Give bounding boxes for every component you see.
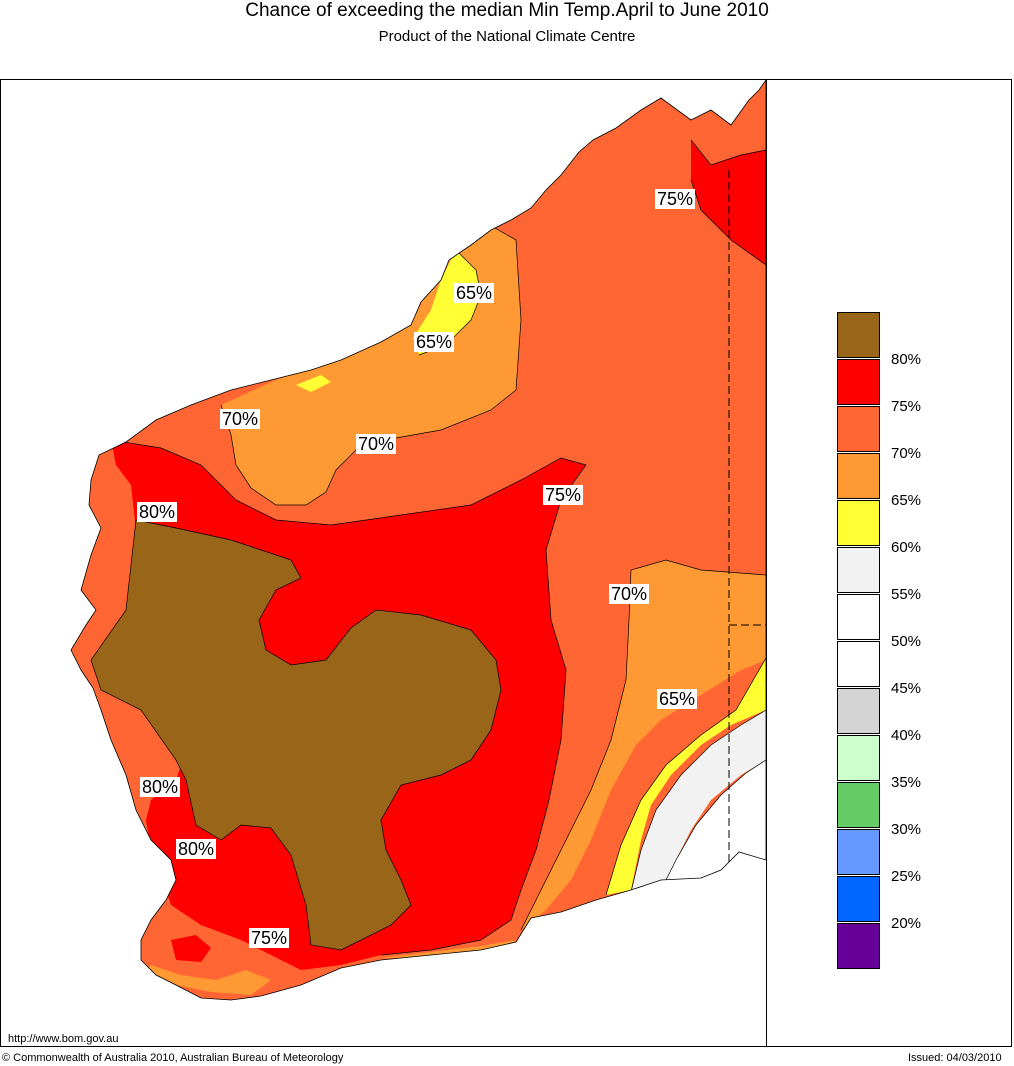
legend-label: 60% bbox=[891, 539, 922, 556]
state-borders bbox=[728, 170, 766, 865]
contour-label: 80% bbox=[176, 839, 217, 859]
page-title: Chance of exceeding the median Min Temp.… bbox=[245, 0, 769, 21]
legend-swatch bbox=[837, 782, 880, 828]
region-70-75-southwest bbox=[106, 705, 149, 780]
legend-swatch bbox=[837, 641, 880, 687]
copyright-notice: © Commonwealth of Australia 2010, Austra… bbox=[2, 1052, 344, 1064]
legend-label: 65% bbox=[891, 492, 922, 509]
region-65-70-southeast bbox=[521, 560, 766, 930]
legend-label: 35% bbox=[891, 774, 922, 791]
contour-label: 70% bbox=[220, 409, 261, 429]
contour-label: 65% bbox=[414, 332, 455, 352]
map-frame bbox=[0, 79, 1012, 1047]
region-60-65-coast bbox=[296, 375, 331, 392]
issued-date: Issued: 04/03/2010 bbox=[908, 1052, 1002, 1064]
legend-swatch bbox=[837, 500, 880, 546]
contour-80-central bbox=[90, 519, 502, 951]
legend-label: 20% bbox=[891, 915, 922, 932]
legend-swatch bbox=[837, 453, 880, 499]
map-legend-divider bbox=[766, 79, 767, 1047]
legend-swatch bbox=[837, 594, 880, 640]
contour-label: 75% bbox=[543, 485, 584, 505]
legend-swatch bbox=[837, 359, 880, 405]
region-55-60-southeast bbox=[631, 710, 766, 892]
legend-label: 45% bbox=[891, 680, 922, 697]
legend-swatch bbox=[837, 547, 880, 593]
coastline bbox=[70, 80, 766, 1001]
contour-60-southeast bbox=[630, 709, 766, 893]
legend-swatch bbox=[837, 923, 880, 969]
contour-label: 75% bbox=[249, 928, 290, 948]
probability-map bbox=[70, 80, 766, 1001]
legend-swatch bbox=[837, 735, 880, 781]
legend-label: 50% bbox=[891, 633, 922, 650]
region-60-65-north bbox=[413, 250, 481, 355]
contour-label: 70% bbox=[356, 434, 397, 454]
contour-label: 70% bbox=[609, 584, 650, 604]
legend-label: 75% bbox=[891, 398, 922, 415]
legend-label: 55% bbox=[891, 586, 922, 603]
legend-swatch bbox=[837, 688, 880, 734]
contour-lines bbox=[90, 139, 766, 956]
contour-label: 75% bbox=[655, 189, 696, 209]
legend-label: 25% bbox=[891, 868, 922, 885]
contour-70-southeast bbox=[520, 559, 766, 931]
shading-regions bbox=[71, 80, 766, 1000]
contour-75-kimberley bbox=[690, 139, 766, 266]
legend-label: 30% bbox=[891, 821, 922, 838]
contour-65-southeast bbox=[605, 657, 766, 896]
contour-label: 65% bbox=[454, 283, 495, 303]
legend-swatch bbox=[837, 829, 880, 875]
region-above-80 bbox=[91, 520, 501, 950]
region-75-80-kimberley bbox=[691, 140, 766, 265]
region-65-70-south-coast bbox=[141, 965, 271, 995]
legend-label: 40% bbox=[891, 727, 922, 744]
contour-55-southeast bbox=[660, 759, 766, 891]
legend-label: 70% bbox=[891, 445, 922, 462]
legend-swatch bbox=[837, 406, 880, 452]
contour-label: 80% bbox=[137, 502, 178, 522]
page-subtitle: Product of the National Climate Centre bbox=[378, 28, 636, 45]
legend-label: 80% bbox=[891, 351, 922, 368]
region-75-80-southwest-pocket bbox=[171, 935, 211, 962]
legend-swatch bbox=[837, 312, 880, 358]
contour-label: 80% bbox=[140, 777, 181, 797]
legend-swatch bbox=[837, 876, 880, 922]
source-url: http://www.bom.gov.au bbox=[8, 1033, 119, 1045]
contour-label: 65% bbox=[657, 689, 698, 709]
